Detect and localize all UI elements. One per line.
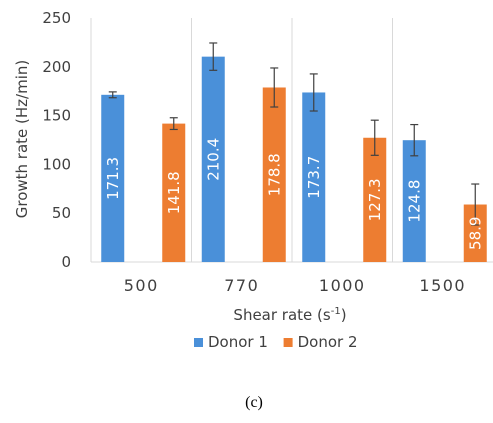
plot-area: 0 50 100 150 200 250 171.3 141.8 500 210.4 178.8 77… bbox=[42, 9, 493, 295]
y-tick-label: 100 bbox=[42, 155, 71, 173]
data-label: 171.3 bbox=[104, 157, 122, 200]
bar-donor-1 bbox=[402, 140, 426, 262]
legend-swatch bbox=[283, 338, 293, 347]
x-axis-title: Shear rate (s-1) bbox=[233, 306, 346, 324]
x-tick-label: 1500 bbox=[419, 276, 466, 295]
x-tick-label: 770 bbox=[224, 276, 259, 295]
data-label: 178.8 bbox=[265, 153, 283, 196]
data-label: 58.9 bbox=[466, 217, 484, 250]
bar-donor-2 bbox=[463, 204, 487, 262]
y-tick-label: 150 bbox=[42, 107, 71, 125]
data-label: 173.7 bbox=[305, 156, 323, 199]
data-label: 124.8 bbox=[405, 180, 423, 223]
y-axis-title: Growth rate (Hz/min) bbox=[13, 60, 31, 219]
y-tick-label: 250 bbox=[42, 9, 71, 27]
legend-swatch bbox=[194, 338, 203, 347]
y-tick-label: 200 bbox=[42, 58, 71, 76]
bar-donor-1 bbox=[302, 92, 326, 262]
bar-donor-2 bbox=[363, 137, 387, 262]
x-axis-title-main: Shear rate (s bbox=[233, 306, 330, 324]
data-label: 127.3 bbox=[366, 178, 384, 221]
y-tick-label: 0 bbox=[61, 253, 71, 271]
x-tick-label: 1000 bbox=[319, 276, 366, 295]
bar-donor-1 bbox=[101, 94, 125, 262]
legend: Donor 1 Donor 2 bbox=[194, 333, 357, 351]
data-label: 141.8 bbox=[165, 171, 183, 214]
bar-donor-1 bbox=[201, 56, 225, 263]
legend-label: Donor 2 bbox=[298, 333, 358, 351]
legend-label: Donor 1 bbox=[208, 333, 268, 351]
x-axis-title-sup: -1 bbox=[331, 306, 341, 317]
bar-donor-2 bbox=[162, 123, 186, 262]
data-label: 210.4 bbox=[204, 138, 222, 181]
x-tick-label: 500 bbox=[124, 276, 159, 295]
y-tick-label: 50 bbox=[52, 204, 71, 222]
x-axis-title-tail: ) bbox=[341, 306, 347, 324]
figure-caption: (c) bbox=[245, 394, 263, 411]
bar-donor-2 bbox=[262, 87, 286, 262]
